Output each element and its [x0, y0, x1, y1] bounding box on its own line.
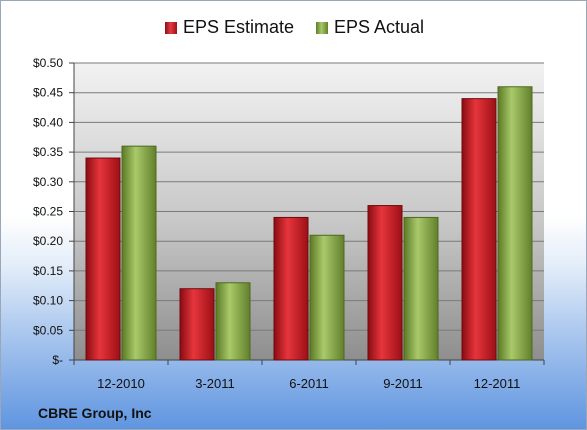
legend-item-estimate: EPS Estimate [164, 17, 294, 38]
legend-swatch-actual [315, 21, 328, 34]
bar-estimate [85, 157, 121, 361]
bar-estimate [273, 216, 309, 361]
y-tick-label: $0.15 [33, 264, 63, 278]
x-tick-label: 6-2011 [289, 376, 329, 391]
bar-actual [121, 145, 157, 361]
bar-actual [403, 216, 439, 361]
y-tick-label: $0.20 [33, 234, 63, 248]
legend-item-actual: EPS Actual [315, 17, 425, 38]
x-tick-label: 12-2010 [97, 376, 145, 391]
x-tick-label: 3-2011 [195, 376, 235, 391]
bar-actual [497, 86, 533, 361]
y-tick-label: $0.05 [33, 323, 63, 337]
legend-swatch-estimate [164, 21, 177, 34]
x-tick-label: 9-2011 [383, 376, 423, 391]
x-tick-label: 12-2011 [474, 376, 521, 391]
legend: EPS Estimate EPS Actual [1, 17, 586, 38]
bar-actual [309, 234, 345, 361]
y-tick-label: $0.35 [33, 145, 63, 159]
legend-label-actual: EPS Actual [333, 17, 425, 37]
y-tick-label: $0.50 [33, 56, 63, 70]
bar-actual [215, 282, 251, 361]
y-tick-label: $0.30 [33, 175, 63, 189]
y-tick-label: $0.45 [33, 86, 63, 100]
y-tick-label: $- [52, 353, 63, 367]
company-name: CBRE Group, Inc [38, 405, 152, 421]
y-tick-label: $0.10 [33, 294, 63, 308]
y-tick-label: $0.25 [33, 205, 63, 219]
bar-estimate [367, 205, 403, 361]
legend-label-estimate: EPS Estimate [182, 17, 294, 37]
bar-estimate [179, 288, 215, 361]
bar-estimate [461, 98, 497, 361]
y-tick-label: $0.40 [33, 115, 63, 129]
